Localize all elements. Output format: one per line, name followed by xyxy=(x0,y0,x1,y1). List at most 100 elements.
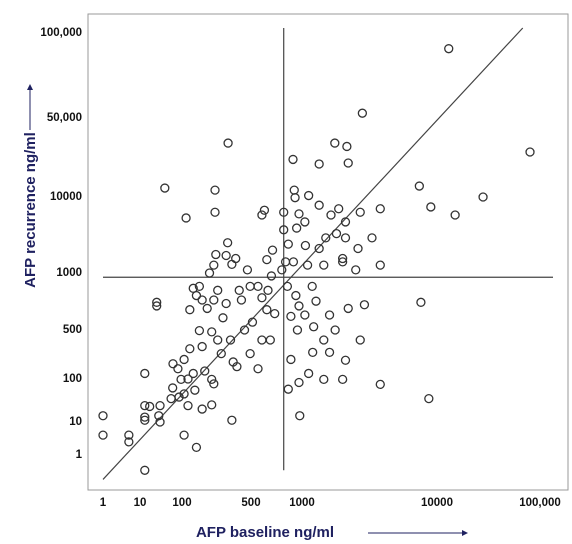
point xyxy=(277,265,287,275)
point xyxy=(300,240,311,251)
point xyxy=(234,285,244,295)
point xyxy=(375,260,385,270)
point xyxy=(183,401,193,411)
point xyxy=(355,335,365,345)
point xyxy=(223,138,233,148)
point xyxy=(194,325,205,336)
point xyxy=(331,228,342,239)
point xyxy=(245,281,255,292)
point xyxy=(211,249,221,260)
point xyxy=(308,347,318,357)
y-tick-label: 50,000 xyxy=(47,112,82,124)
point xyxy=(355,207,365,217)
point xyxy=(283,384,293,394)
x-tick-label: 1000 xyxy=(289,497,315,509)
point xyxy=(168,359,178,369)
point xyxy=(179,354,189,365)
point xyxy=(253,281,263,292)
point xyxy=(239,325,250,335)
point xyxy=(176,374,186,385)
y-axis-title: AFP recurrence ng/ml xyxy=(22,132,39,288)
point xyxy=(337,253,348,264)
point xyxy=(98,411,108,421)
point xyxy=(303,190,314,201)
point xyxy=(334,204,344,214)
point xyxy=(319,260,329,270)
point xyxy=(288,257,299,267)
reference-line xyxy=(102,27,524,480)
point xyxy=(152,301,162,311)
point xyxy=(140,412,150,422)
y-tick-label: 100 xyxy=(63,373,82,385)
point xyxy=(330,325,340,335)
point xyxy=(309,322,319,332)
point xyxy=(145,401,155,412)
point xyxy=(357,108,368,118)
point xyxy=(185,344,195,354)
point xyxy=(340,355,351,365)
point xyxy=(185,305,195,315)
point xyxy=(367,233,377,243)
point xyxy=(209,295,219,305)
point xyxy=(247,317,258,327)
point xyxy=(183,374,193,384)
point xyxy=(307,281,317,292)
point xyxy=(188,283,198,293)
point xyxy=(289,185,299,195)
point xyxy=(154,411,164,421)
point xyxy=(232,362,242,372)
point xyxy=(319,335,329,345)
x-axis-title: AFP baseline ng/ml xyxy=(196,524,334,541)
point xyxy=(340,233,351,243)
point xyxy=(342,141,352,152)
y-tick-label: 500 xyxy=(63,324,82,336)
point xyxy=(200,366,210,376)
point xyxy=(300,217,310,227)
point xyxy=(222,238,233,248)
point xyxy=(319,374,329,385)
point xyxy=(207,400,217,410)
point xyxy=(242,265,253,275)
point xyxy=(140,401,150,411)
x-tick-label: 500 xyxy=(241,497,260,509)
x-tick-label: 10000 xyxy=(421,497,453,509)
point xyxy=(140,368,150,379)
point xyxy=(267,245,278,255)
point xyxy=(300,310,310,320)
point xyxy=(197,341,207,352)
point xyxy=(155,401,165,411)
point xyxy=(197,404,207,414)
x-tick-label: 100,000 xyxy=(519,497,561,509)
point xyxy=(266,271,277,281)
point xyxy=(210,185,220,195)
point xyxy=(209,260,219,270)
point xyxy=(302,260,313,270)
point xyxy=(191,442,202,453)
point xyxy=(207,374,217,385)
y-arrow-head xyxy=(27,84,33,90)
point xyxy=(197,295,207,305)
point xyxy=(188,368,198,379)
point xyxy=(253,364,263,374)
point xyxy=(236,295,247,305)
point xyxy=(221,298,231,309)
point xyxy=(257,293,267,303)
point xyxy=(292,223,302,233)
point xyxy=(166,393,176,404)
point xyxy=(416,297,426,307)
point xyxy=(209,379,219,389)
point xyxy=(375,379,385,390)
point xyxy=(124,430,134,440)
point xyxy=(353,243,363,254)
point xyxy=(218,313,228,323)
point xyxy=(140,415,150,425)
point xyxy=(314,200,324,210)
point xyxy=(286,354,296,365)
point xyxy=(152,297,162,307)
point xyxy=(213,335,223,345)
point xyxy=(343,158,353,168)
y-tick-label: 1 xyxy=(76,449,83,461)
point xyxy=(314,243,324,254)
plot-frame xyxy=(87,13,569,491)
